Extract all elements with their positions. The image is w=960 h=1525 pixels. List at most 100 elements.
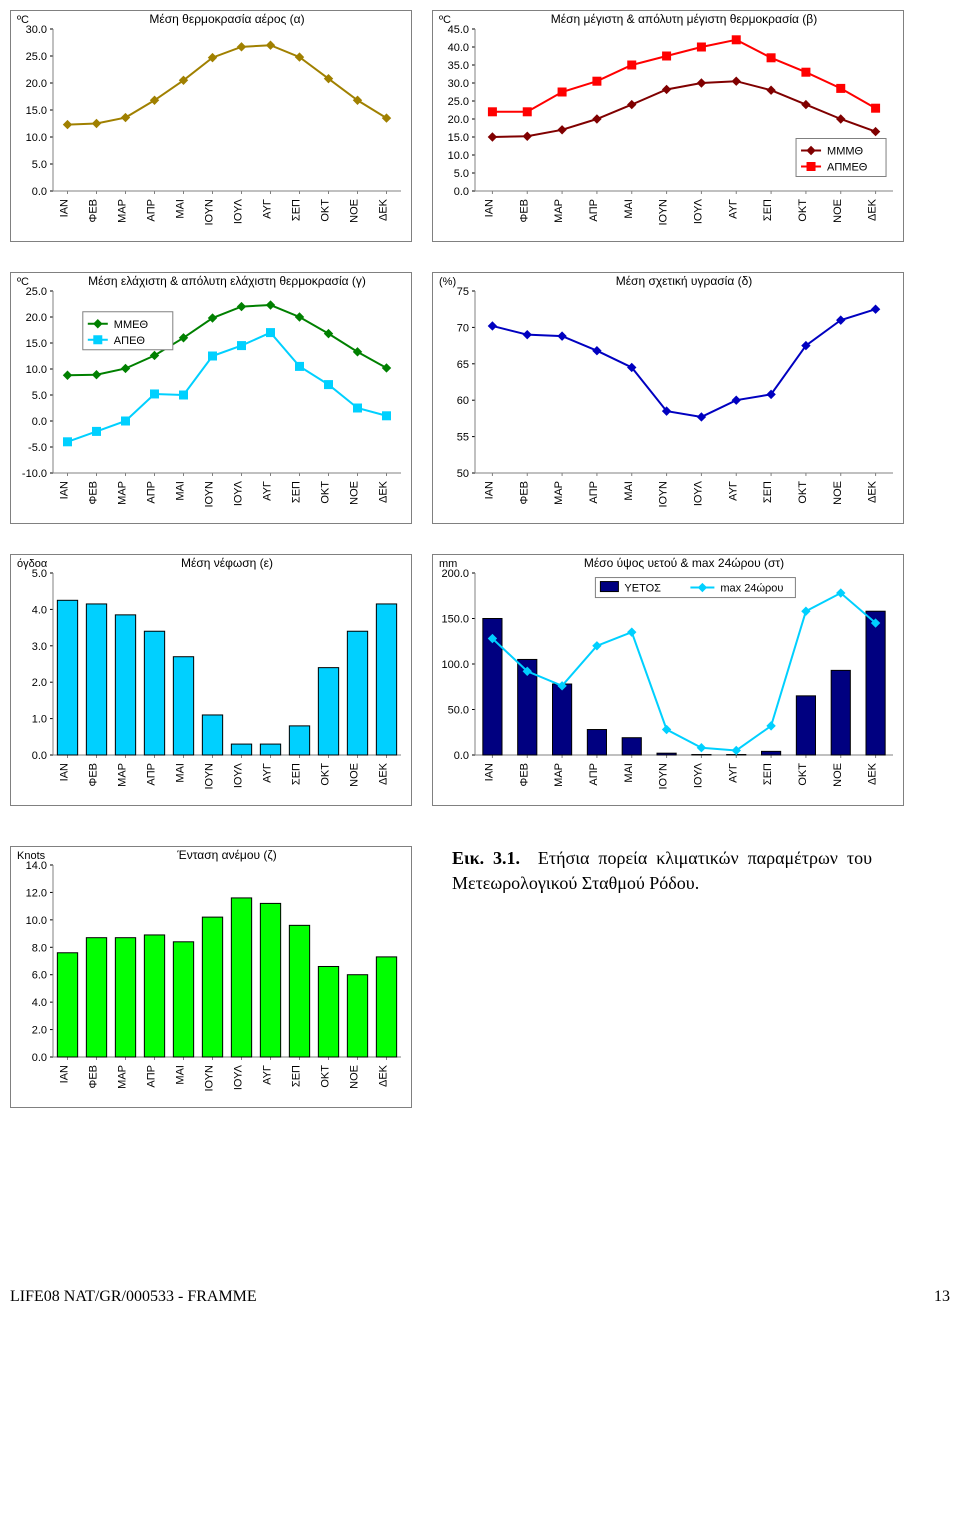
footer-right: 13	[934, 1288, 950, 1306]
svg-text:όγδοα: όγδοα	[17, 558, 48, 570]
svg-text:ΔΕΚ: ΔΕΚ	[867, 198, 879, 221]
svg-text:10.0: 10.0	[26, 915, 47, 927]
svg-text:ΙΑΝ: ΙΑΝ	[59, 763, 71, 781]
chart-wind: 0.02.04.06.08.010.012.014.0Ένταση ανέμου…	[10, 846, 412, 1108]
svg-text:ΙΟΥΛ: ΙΟΥΛ	[233, 1064, 245, 1090]
svg-text:1.0: 1.0	[32, 714, 47, 726]
svg-text:70: 70	[457, 322, 469, 334]
svg-text:0.0: 0.0	[32, 750, 47, 762]
svg-text:ΙΟΥΝ: ΙΟΥΝ	[204, 199, 216, 226]
svg-text:ΝΟΕ: ΝΟΕ	[832, 763, 844, 787]
svg-text:ΦΕΒ: ΦΕΒ	[88, 199, 100, 222]
svg-text:0.0: 0.0	[454, 750, 469, 762]
svg-text:ΟΚΤ: ΟΚΤ	[797, 763, 809, 786]
svg-text:12.0: 12.0	[26, 887, 47, 899]
svg-text:2.0: 2.0	[32, 677, 47, 689]
svg-text:0.0: 0.0	[32, 186, 47, 198]
svg-text:Ένταση ανέμου (ζ): Ένταση ανέμου (ζ)	[176, 848, 276, 862]
svg-text:5.0: 5.0	[32, 159, 47, 171]
svg-text:20.0: 20.0	[448, 114, 469, 126]
svg-text:ΙΑΝ: ΙΑΝ	[483, 763, 495, 781]
chart-cloud: 0.01.02.03.04.05.0Μέση νέφωση (ε)όγδοαΙΑ…	[10, 554, 412, 806]
svg-text:ΜΑΡ: ΜΑΡ	[117, 763, 129, 787]
svg-text:ΔΕΚ: ΔΕΚ	[378, 480, 390, 503]
svg-text:0.0: 0.0	[454, 186, 469, 198]
svg-text:ΦΕΒ: ΦΕΒ	[88, 481, 100, 504]
svg-text:ΑΠΡ: ΑΠΡ	[588, 199, 600, 222]
svg-text:ΝΟΕ: ΝΟΕ	[832, 481, 844, 505]
svg-text:ΙΑΝ: ΙΑΝ	[483, 199, 495, 217]
svg-text:ΝΟΕ: ΝΟΕ	[832, 199, 844, 223]
svg-text:ΙΑΝ: ΙΑΝ	[59, 1065, 71, 1083]
svg-text:50: 50	[457, 468, 469, 480]
svg-text:ΙΟΥΛ: ΙΟΥΛ	[233, 198, 245, 224]
svg-text:20.0: 20.0	[26, 312, 47, 324]
svg-text:ΑΠΡ: ΑΠΡ	[146, 763, 158, 786]
svg-text:20.0: 20.0	[26, 78, 47, 90]
svg-text:150.0: 150.0	[441, 614, 469, 626]
svg-text:4.0: 4.0	[32, 604, 47, 616]
svg-text:ΦΕΒ: ΦΕΒ	[88, 1065, 100, 1088]
svg-text:30.0: 30.0	[448, 78, 469, 90]
svg-text:ΟΚΤ: ΟΚΤ	[320, 763, 332, 786]
svg-text:5.0: 5.0	[32, 390, 47, 402]
svg-text:10.0: 10.0	[26, 364, 47, 376]
svg-text:ΙΟΥΝ: ΙΟΥΝ	[658, 199, 670, 226]
svg-text:ΜΑΡ: ΜΑΡ	[117, 1065, 129, 1089]
svg-text:ΔΕΚ: ΔΕΚ	[378, 1064, 390, 1087]
svg-text:ΜΑΙ: ΜΑΙ	[623, 199, 635, 219]
svg-text:15.0: 15.0	[448, 132, 469, 144]
svg-text:ΙΟΥΛ: ΙΟΥΛ	[692, 762, 704, 788]
svg-text:ΙΟΥΝ: ΙΟΥΝ	[204, 481, 216, 508]
svg-text:4.0: 4.0	[32, 997, 47, 1009]
svg-text:ΜΜΜΘ: ΜΜΜΘ	[827, 146, 863, 158]
svg-text:ΜΑΡ: ΜΑΡ	[553, 199, 565, 223]
svg-text:ΙΟΥΛ: ΙΟΥΛ	[692, 198, 704, 224]
svg-text:mm: mm	[439, 558, 457, 570]
svg-text:ΙΟΥΛ: ΙΟΥΛ	[692, 480, 704, 506]
svg-text:ΑΥΓ: ΑΥΓ	[727, 763, 739, 783]
svg-text:ΦΕΒ: ΦΕΒ	[518, 481, 530, 504]
svg-text:Μέση νέφωση (ε): Μέση νέφωση (ε)	[181, 556, 273, 570]
svg-text:ΜΜΕΘ: ΜΜΕΘ	[114, 319, 149, 331]
svg-text:ºC: ºC	[17, 276, 29, 288]
svg-text:ΑΥΓ: ΑΥΓ	[262, 481, 274, 501]
svg-text:ΣΕΠ: ΣΕΠ	[762, 763, 774, 785]
svg-text:ΦΕΒ: ΦΕΒ	[518, 199, 530, 222]
svg-text:0.0: 0.0	[32, 1052, 47, 1064]
svg-text:ΑΥΓ: ΑΥΓ	[262, 1065, 274, 1085]
svg-text:ΜΑΙ: ΜΑΙ	[175, 763, 187, 783]
svg-text:Knots: Knots	[17, 850, 46, 862]
svg-text:(%): (%)	[439, 276, 456, 288]
svg-text:-5.0: -5.0	[28, 442, 47, 454]
svg-text:ΝΟΕ: ΝΟΕ	[349, 1065, 361, 1089]
svg-text:ΜΑΡ: ΜΑΡ	[553, 763, 565, 787]
svg-text:ΟΚΤ: ΟΚΤ	[320, 481, 332, 504]
svg-text:ΙΟΥΝ: ΙΟΥΝ	[658, 481, 670, 508]
svg-text:ΦΕΒ: ΦΕΒ	[88, 763, 100, 786]
svg-text:ΑΠΡ: ΑΠΡ	[146, 1065, 158, 1088]
svg-text:ΝΟΕ: ΝΟΕ	[349, 763, 361, 787]
svg-text:Μέση μέγιστη & απόλυτη μέγιστη: Μέση μέγιστη & απόλυτη μέγιστη θερμοκρασ…	[551, 12, 817, 26]
svg-text:ΔΕΚ: ΔΕΚ	[867, 480, 879, 503]
svg-text:60: 60	[457, 395, 469, 407]
svg-text:3.0: 3.0	[32, 641, 47, 653]
svg-text:6.0: 6.0	[32, 970, 47, 982]
svg-text:Μέση σχετική υγρασία (δ): Μέση σχετική υγρασία (δ)	[616, 274, 753, 288]
svg-text:Μέση ελάχιστη & απόλυτη ελάχισ: Μέση ελάχιστη & απόλυτη ελάχιστη θερμοκρ…	[88, 274, 366, 288]
svg-text:ΜΑΡ: ΜΑΡ	[553, 481, 565, 505]
svg-text:ΣΕΠ: ΣΕΠ	[762, 199, 774, 221]
svg-text:Μέση θερμοκρασία αέρος (α): Μέση θερμοκρασία αέρος (α)	[149, 12, 304, 26]
svg-text:ΑΥΓ: ΑΥΓ	[727, 199, 739, 219]
svg-text:ΑΥΓ: ΑΥΓ	[262, 199, 274, 219]
svg-text:ΦΕΒ: ΦΕΒ	[518, 763, 530, 786]
svg-text:5.0: 5.0	[454, 168, 469, 180]
svg-text:15.0: 15.0	[26, 105, 47, 117]
svg-text:ΟΚΤ: ΟΚΤ	[797, 199, 809, 222]
footer-left: LIFE08 NAT/GR/000533 - FRAMME	[10, 1288, 257, 1306]
svg-text:ΟΚΤ: ΟΚΤ	[797, 481, 809, 504]
figure-caption: Εικ. 3.1. Ετήσια πορεία κλιματικών παραμ…	[452, 846, 872, 896]
svg-text:ΔΕΚ: ΔΕΚ	[378, 198, 390, 221]
svg-text:ΙΟΥΝ: ΙΟΥΝ	[204, 1065, 216, 1092]
svg-text:65: 65	[457, 359, 469, 371]
